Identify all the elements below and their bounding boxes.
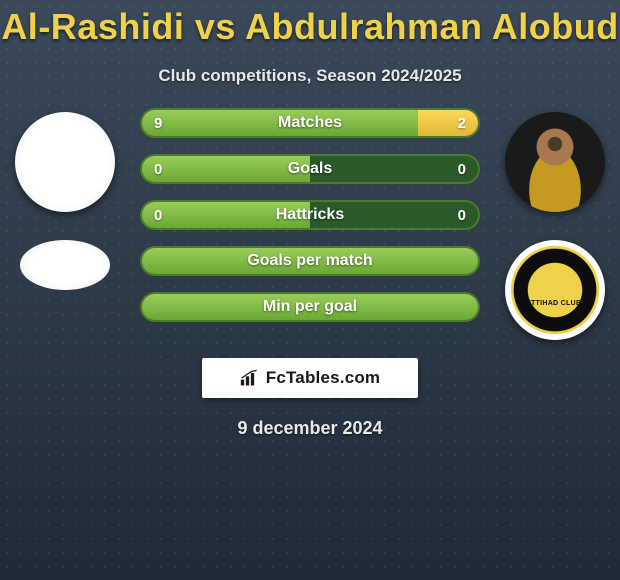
- date-text: 9 december 2024: [0, 418, 620, 439]
- stat-label: Matches: [142, 110, 478, 136]
- stat-label: Hattricks: [142, 202, 478, 228]
- left-player-column: [10, 108, 120, 290]
- stat-bar-goals-per-match: Goals per match: [140, 246, 480, 276]
- fctables-watermark: FcTables.com: [202, 358, 418, 398]
- comparison-panel: 9 Matches 2 0 Goals 0 0 Hattricks 0: [0, 108, 620, 340]
- stat-value-right: 0: [458, 156, 466, 182]
- right-player-avatar: [505, 112, 605, 212]
- bar-chart-icon: [240, 369, 260, 387]
- stat-value-right: 0: [458, 202, 466, 228]
- stat-bar-min-per-goal: Min per goal: [140, 292, 480, 322]
- fctables-text: FcTables.com: [266, 368, 381, 388]
- stat-value-right: 2: [458, 110, 466, 136]
- stat-bars: 9 Matches 2 0 Goals 0 0 Hattricks 0: [120, 108, 500, 322]
- page-title: Al-Rashidi vs Abdulrahman Alobud: [0, 0, 620, 48]
- stat-label: Min per goal: [142, 294, 478, 320]
- stat-bar-goals: 0 Goals 0: [140, 154, 480, 184]
- stat-bar-matches: 9 Matches 2: [140, 108, 480, 138]
- right-player-column: [500, 108, 610, 340]
- stat-label: Goals per match: [142, 248, 478, 274]
- left-player-avatar: [15, 112, 115, 212]
- right-club-logo: [505, 240, 605, 340]
- subtitle: Club competitions, Season 2024/2025: [0, 66, 620, 86]
- stat-bar-hattricks: 0 Hattricks 0: [140, 200, 480, 230]
- stat-label: Goals: [142, 156, 478, 182]
- left-club-logo: [20, 240, 110, 290]
